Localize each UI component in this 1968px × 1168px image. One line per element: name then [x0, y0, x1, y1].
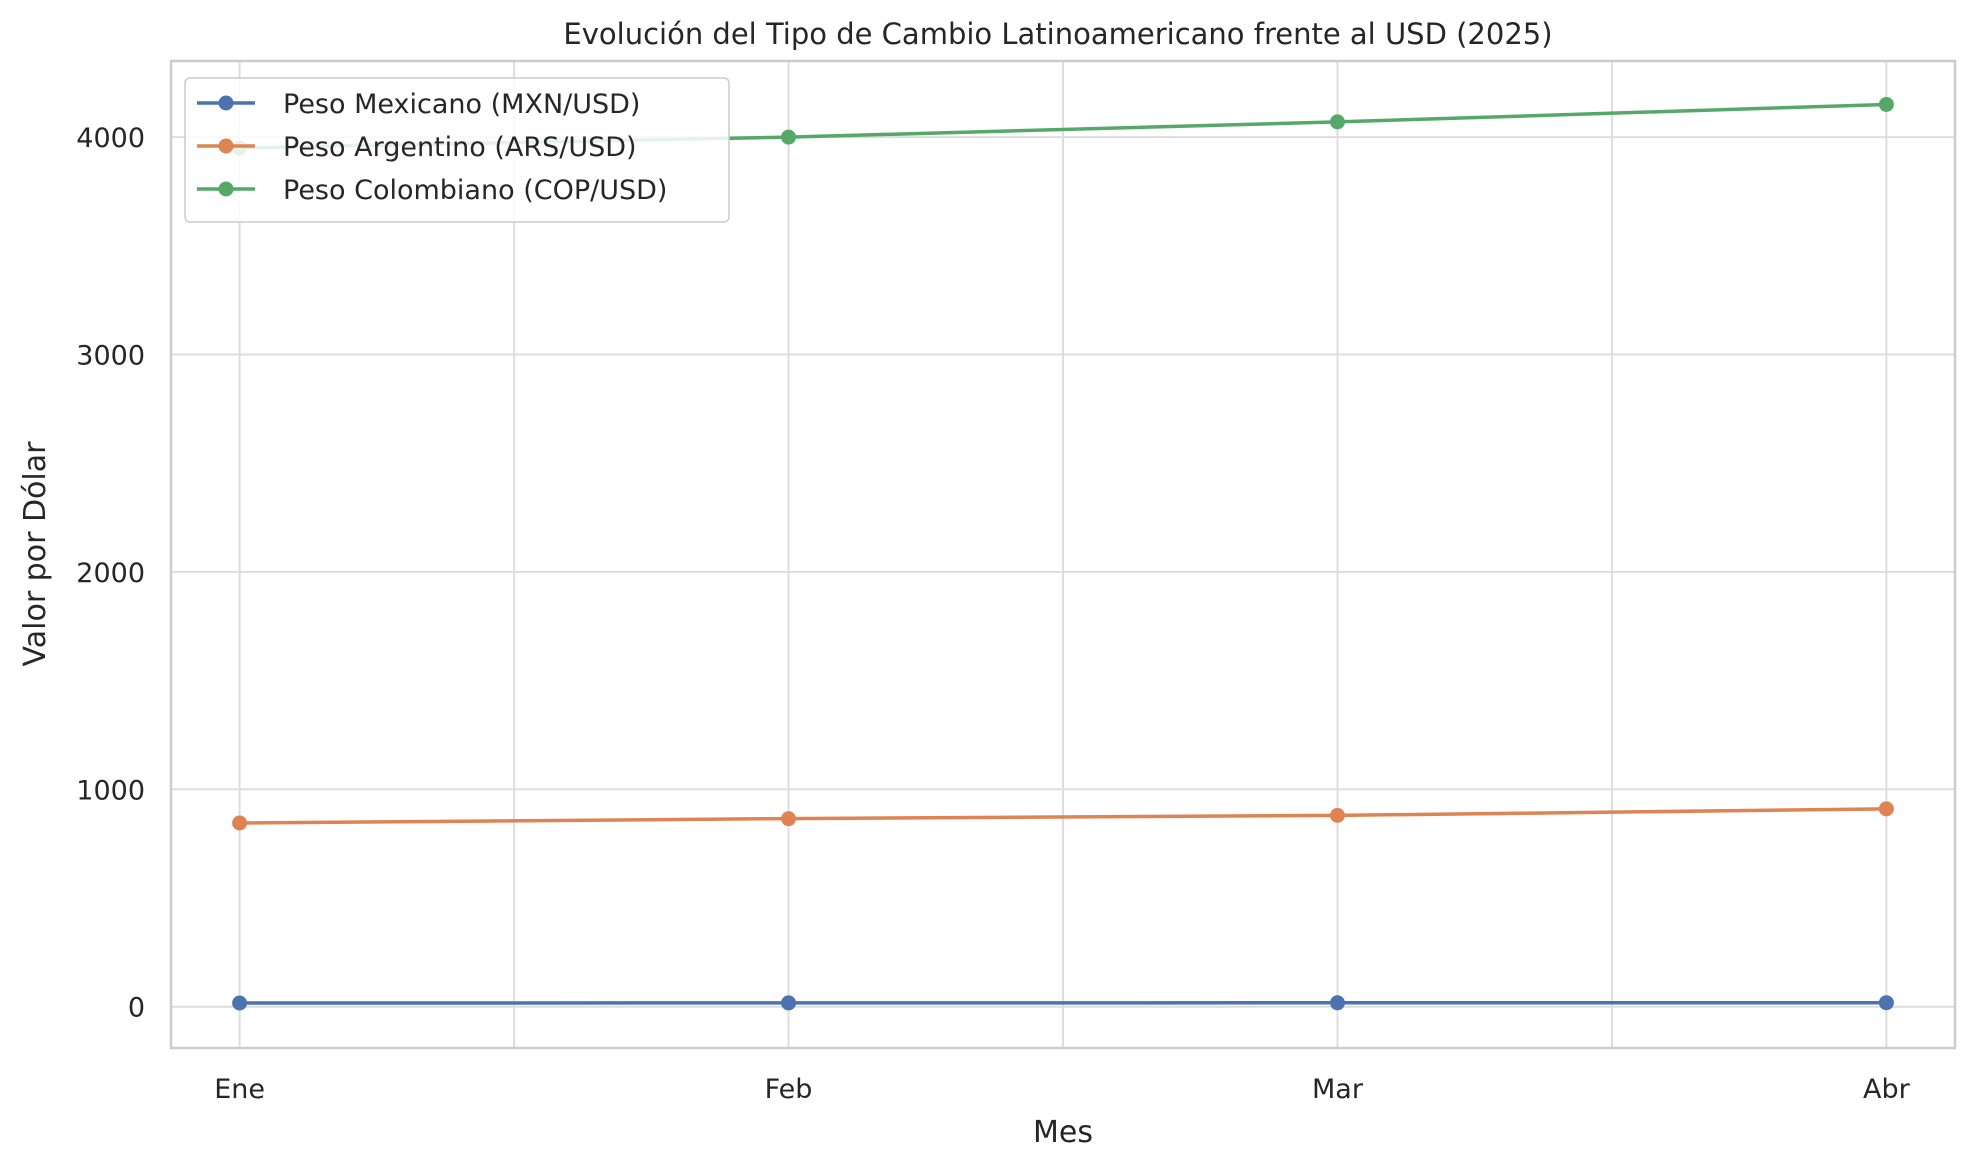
data-point	[1329, 807, 1345, 823]
legend-label: Peso Argentino (ARS/USD)	[283, 132, 637, 163]
x-tick-label: Mar	[1312, 1074, 1364, 1105]
plot-frame	[169, 59, 1957, 1050]
y-tick-label: 4000	[76, 123, 145, 154]
legend-marker	[218, 181, 234, 197]
x-tick-label: Abr	[1863, 1074, 1911, 1105]
data-point	[1329, 114, 1345, 130]
legend-entry: Peso Mexicano (MXN/USD)	[197, 89, 640, 120]
data-point	[1878, 96, 1894, 112]
y-tick-label: 3000	[76, 340, 145, 371]
legend-marker	[218, 95, 234, 111]
data-point	[232, 815, 248, 831]
data-point	[1878, 995, 1894, 1011]
grid	[171, 61, 1955, 1048]
legend-entry: Peso Argentino (ARS/USD)	[197, 132, 637, 163]
y-tick-labels: 0 1000 2000 3000 4000	[76, 123, 145, 1024]
legend-label: Peso Mexicano (MXN/USD)	[283, 89, 640, 120]
x-tick-label: Ene	[214, 1074, 265, 1105]
y-tick-label: 2000	[76, 558, 145, 589]
legend-marker	[218, 138, 234, 154]
data-point	[781, 811, 797, 827]
series-line	[239, 807, 1887, 825]
legend-label: Peso Colombiano (COP/USD)	[283, 175, 667, 206]
series-1	[232, 801, 1894, 831]
data-point	[232, 995, 248, 1011]
y-axis-label: Valor por Dólar	[18, 441, 53, 667]
chart-title: Evolución del Tipo de Cambio Latinoameri…	[563, 17, 1552, 51]
x-axis-label: Mes	[1033, 1115, 1093, 1150]
data-point	[1329, 995, 1345, 1011]
plot-area	[169, 59, 1957, 1050]
data-point	[1878, 801, 1894, 817]
y-tick-label: 0	[128, 993, 145, 1024]
data-point	[781, 995, 797, 1011]
data-point	[781, 129, 797, 145]
y-tick-label: 1000	[76, 775, 145, 806]
legend: Peso Mexicano (MXN/USD) Peso Argentino (A…	[184, 77, 730, 223]
x-tick-label: Feb	[765, 1074, 813, 1105]
legend-box	[184, 77, 730, 223]
series-0	[232, 995, 1894, 1011]
x-tick-labels: Ene Feb Mar Abr	[214, 1074, 1910, 1105]
legend-entry: Peso Colombiano (COP/USD)	[197, 175, 667, 206]
